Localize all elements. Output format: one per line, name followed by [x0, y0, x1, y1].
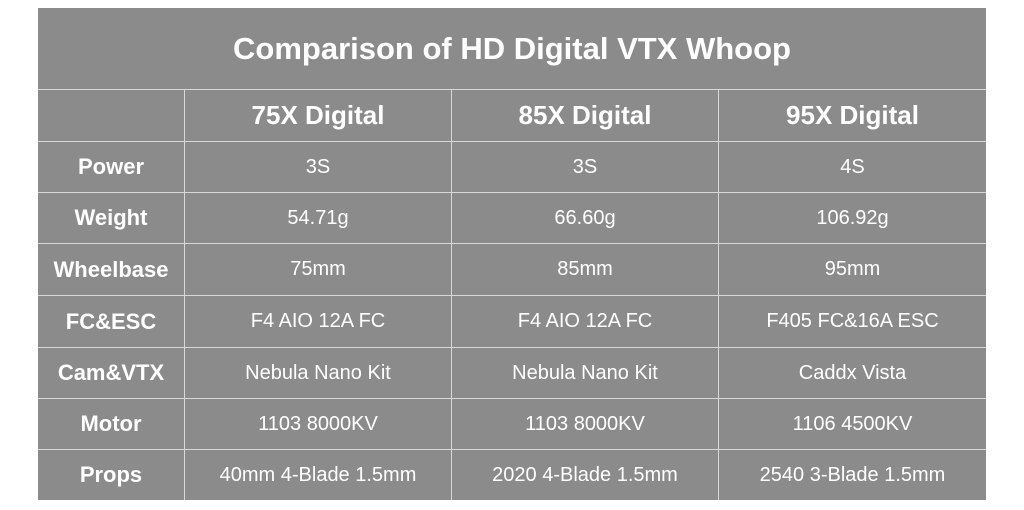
column-header: 75X Digital [185, 90, 452, 142]
cell-value: 1103 8000KV [452, 399, 719, 450]
row-label: FC&ESC [38, 296, 185, 348]
row-label: Props [38, 450, 185, 500]
cell-value: 106.92g [719, 193, 986, 244]
cell-value: 4S [719, 142, 986, 193]
cell-value: 1103 8000KV [185, 399, 452, 450]
cell-value: 85mm [452, 244, 719, 296]
cell-value: 1106 4500KV [719, 399, 986, 450]
cell-value: 3S [185, 142, 452, 193]
cell-value: F4 AIO 12A FC [452, 296, 719, 348]
cell-value: Nebula Nano Kit [185, 348, 452, 399]
table: Comparison of HD Digital VTX Whoop 75X D… [38, 8, 986, 500]
cell-value: 95mm [719, 244, 986, 296]
cell-value: 75mm [185, 244, 452, 296]
cell-value: 40mm 4-Blade 1.5mm [185, 450, 452, 500]
row-label: Motor [38, 399, 185, 450]
row-label: Cam&VTX [38, 348, 185, 399]
header-corner [38, 90, 185, 142]
cell-value: F4 AIO 12A FC [185, 296, 452, 348]
column-header: 95X Digital [719, 90, 986, 142]
cell-value: 66.60g [452, 193, 719, 244]
cell-value: 54.71g [185, 193, 452, 244]
column-header: 85X Digital [452, 90, 719, 142]
cell-value: 2020 4-Blade 1.5mm [452, 450, 719, 500]
cell-value: Nebula Nano Kit [452, 348, 719, 399]
cell-value: Caddx Vista [719, 348, 986, 399]
row-label: Weight [38, 193, 185, 244]
table-title: Comparison of HD Digital VTX Whoop [38, 8, 986, 90]
cell-value: F405 FC&16A ESC [719, 296, 986, 348]
cell-value: 3S [452, 142, 719, 193]
row-label: Power [38, 142, 185, 193]
cell-value: 2540 3-Blade 1.5mm [759, 463, 946, 486]
row-label: Wheelbase [38, 244, 185, 296]
